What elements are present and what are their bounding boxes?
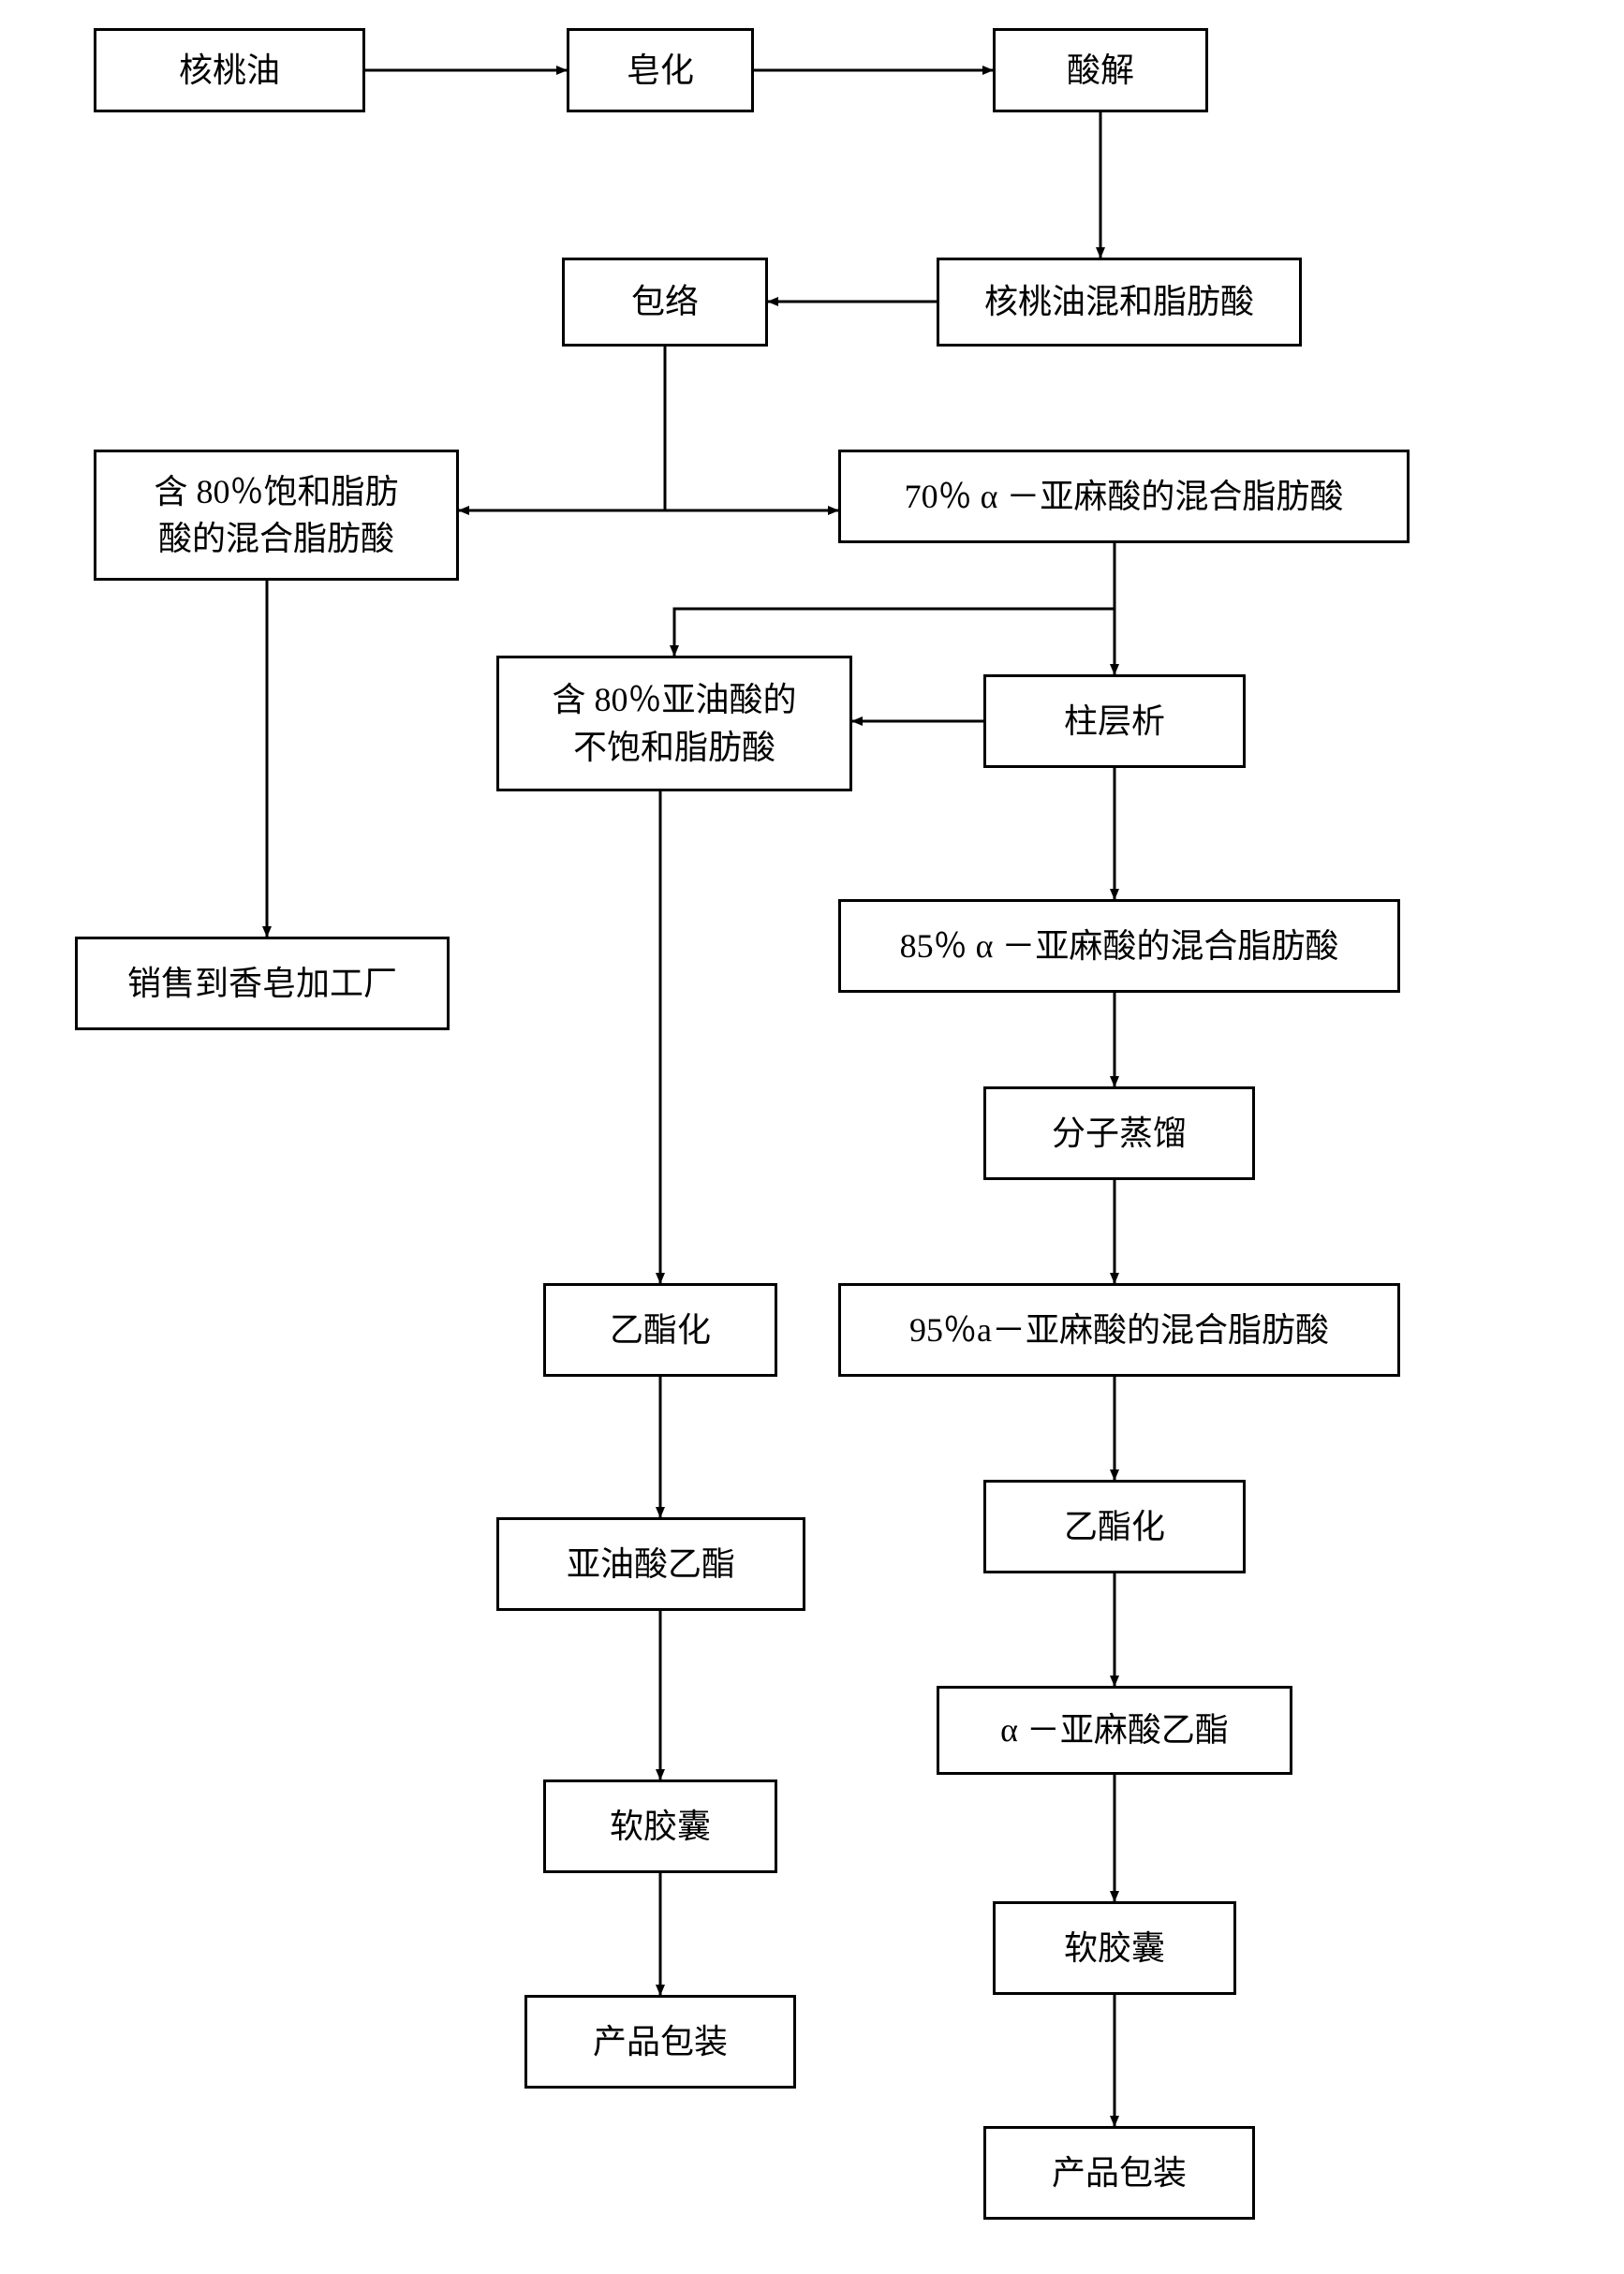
- flowchart-node-ala95: 95％a－亚麻酸的混合脂肪酸: [838, 1283, 1400, 1377]
- flowchart-node-ala85: 85％ α －亚麻酸的混合脂肪酸: [838, 899, 1400, 993]
- flowchart-node-saponification: 皂化: [567, 28, 754, 112]
- flowchart-node-softcap_right: 软胶囊: [993, 1901, 1236, 1995]
- flowchart-node-soap_factory: 销售到香皂加工厂: [75, 937, 450, 1030]
- flowchart-edges: [0, 0, 1624, 2274]
- flowchart-node-ala_ethyl: α －亚麻酸乙酯: [937, 1686, 1292, 1775]
- flowchart-edge-inclusion-to-ala70: [665, 347, 838, 510]
- flowchart-node-inclusion: 包络: [562, 258, 768, 347]
- flowchart-edge-ala70-to-linoleic80: [674, 543, 1115, 656]
- flowchart-node-ala70: 70％ α －亚麻酸的混合脂肪酸: [838, 450, 1410, 543]
- flowchart-node-ethyl_linoleate: 亚油酸乙酯: [496, 1517, 805, 1611]
- flowchart-node-esterify_right: 乙酯化: [983, 1480, 1246, 1573]
- flowchart-node-column_chrom: 柱层析: [983, 674, 1246, 768]
- flowchart-node-linoleic80: 含 80％亚油酸的不饱和脂肪酸: [496, 656, 852, 791]
- flowchart-node-acidolysis: 酸解: [993, 28, 1208, 112]
- flowchart-node-softcap_left: 软胶囊: [543, 1779, 777, 1873]
- flowchart-node-pack_right: 产品包装: [983, 2126, 1255, 2220]
- flowchart-node-pack_left: 产品包装: [524, 1995, 796, 2089]
- flowchart-node-mixed_fa_walnut: 核桃油混和脂肪酸: [937, 258, 1302, 347]
- flowchart-node-sat80: 含 80％饱和脂肪酸的混合脂肪酸: [94, 450, 459, 581]
- flowchart-node-esterify_left: 乙酯化: [543, 1283, 777, 1377]
- flowchart-node-mol_distill: 分子蒸馏: [983, 1086, 1255, 1180]
- flowchart-edge-inclusion-to-sat80: [459, 347, 665, 510]
- flowchart-node-walnut_oil: 核桃油: [94, 28, 365, 112]
